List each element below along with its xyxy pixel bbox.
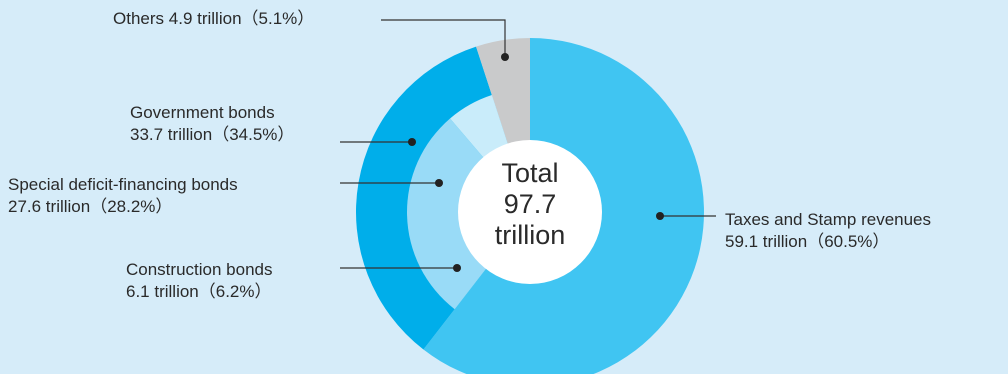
label-government-bonds-name: Government bonds: [130, 103, 275, 122]
label-special-deficit-bonds-name: Special deficit-financing bonds: [8, 175, 238, 194]
label-construction-bonds-value: 6.1 trillion（6.2%）: [126, 282, 272, 301]
leader-special-deficit-bonds-dot: [435, 179, 443, 187]
label-construction-bonds-name: Construction bonds: [126, 260, 273, 279]
label-taxes-stamp-revenues: Taxes and Stamp revenues 59.1 trillion（6…: [725, 209, 931, 253]
label-government-bonds: Government bonds 33.7 trillion（34.5%）: [130, 102, 294, 146]
leader-government-bonds-dot: [408, 138, 416, 146]
leader-taxes-stamp-revenues-dot: [656, 212, 664, 220]
label-others-value: 4.9 trillion（5.1%）: [168, 9, 315, 28]
center-label-line-1: Total: [501, 158, 558, 188]
label-special-deficit-bonds-value: 27.6 trillion（28.2%）: [8, 197, 173, 216]
center-label-line-3: trillion: [495, 220, 566, 250]
label-taxes-stamp-revenues-value: 59.1 trillion（60.5%）: [725, 232, 890, 251]
center-hole: [458, 140, 602, 284]
leader-others: [381, 19, 506, 57]
leader-construction-bonds-dot: [453, 264, 461, 272]
leader-others-dot: [501, 53, 509, 61]
label-special-deficit-bonds: Special deficit-financing bonds 27.6 tri…: [8, 174, 238, 218]
label-government-bonds-value: 33.7 trillion（34.5%）: [130, 125, 295, 144]
label-construction-bonds: Construction bonds 6.1 trillion（6.2%）: [126, 259, 272, 303]
label-others-name: Others: [113, 9, 165, 28]
label-others: Others 4.9 trillion（5.1%）: [113, 8, 314, 30]
label-taxes-stamp-revenues-name: Taxes and Stamp revenues: [725, 210, 932, 229]
center-label-line-2: 97.7: [504, 189, 557, 219]
